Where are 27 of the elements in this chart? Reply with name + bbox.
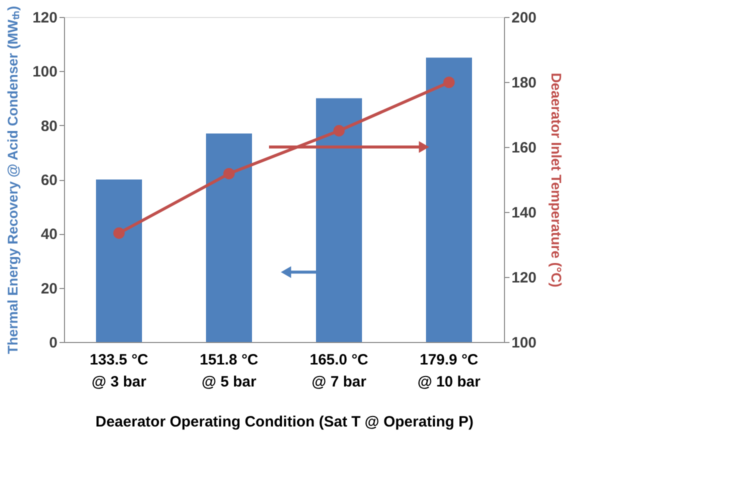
y-tick-label: 120 — [32, 10, 58, 26]
y2-axis-title: Deaerator Inlet Temperature (°C) — [548, 72, 565, 288]
point — [113, 227, 125, 239]
x-axis-title: Deaerator Operating Condition (Sat T @ Operating P) — [96, 414, 474, 430]
bar — [426, 58, 472, 342]
y-tick-label: 60 — [40, 172, 58, 189]
y2-tick-label: 200 — [512, 10, 537, 26]
y-tick-label: 40 — [40, 226, 58, 244]
y2-tick-label: 160 — [512, 140, 537, 156]
point — [333, 125, 345, 136]
y-tick-label: 0 — [49, 334, 58, 352]
y-tick-label: 80 — [40, 118, 58, 135]
y2-tick-label: 180 — [512, 74, 537, 92]
x-tick-label: 179.9 °C @ 10 bar — [418, 352, 481, 390]
bar — [206, 133, 252, 342]
x-tick-label: 165.0 °C @ 7 bar — [310, 352, 368, 390]
x-tick-label: 133.5 °C @ 3 bar — [90, 352, 148, 390]
y-tick-label: 20 — [40, 280, 58, 298]
x-tick-label: 151.8 °C @ 5 bar — [200, 352, 258, 390]
y2-tick-label: 100 — [512, 334, 537, 352]
y2-tick-label: 140 — [512, 204, 537, 222]
y2-tick-label: 120 — [512, 270, 537, 286]
y-tick-label: 100 — [32, 64, 58, 81]
y-axis-title: Thermal Energy Recovery @ Acid Condenser (MWₜₕ) — [4, 6, 20, 354]
bar — [96, 180, 142, 342]
point — [223, 168, 235, 180]
point — [443, 76, 455, 88]
